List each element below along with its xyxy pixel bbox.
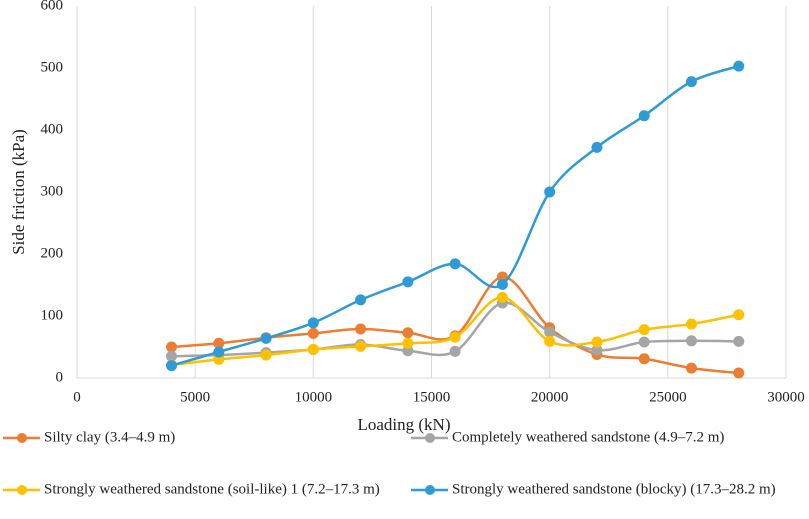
data-point <box>166 350 178 362</box>
data-point <box>449 331 461 343</box>
data-point <box>260 349 272 361</box>
data-point <box>260 332 272 344</box>
data-point <box>733 335 745 347</box>
data-point <box>166 360 178 372</box>
data-point <box>355 340 367 352</box>
data-point <box>591 344 603 356</box>
data-point <box>685 362 697 374</box>
data-point <box>213 346 225 358</box>
data-point <box>638 110 650 122</box>
data-point <box>449 258 461 270</box>
data-point <box>402 327 414 339</box>
data-point <box>733 60 745 72</box>
data-point <box>496 278 508 290</box>
data-point <box>685 318 697 330</box>
data-point <box>544 186 556 198</box>
y-tick-label: 300 <box>41 183 64 199</box>
x-tick-label: 15000 <box>413 389 451 405</box>
legend-label: Strongly weathered sandstone (blocky) (1… <box>452 481 776 497</box>
data-point <box>638 324 650 336</box>
x-axis-title: Loading (kN) <box>357 415 450 434</box>
x-tick-label: 30000 <box>767 389 805 405</box>
x-tick-label: 25000 <box>649 389 687 405</box>
data-point <box>591 141 603 153</box>
data-point <box>544 335 556 347</box>
legend-label: Silty clay (3.4–4.9 m) <box>44 429 175 445</box>
data-point <box>307 343 319 355</box>
data-point <box>355 323 367 335</box>
data-point <box>166 341 178 353</box>
series-line <box>171 275 739 375</box>
legend-label: Strongly weathered sandstone (soil-like)… <box>44 481 380 497</box>
data-point <box>638 353 650 365</box>
series-line <box>171 64 740 367</box>
y-tick-label: 400 <box>41 121 64 137</box>
y-tick-label: 600 <box>41 0 64 13</box>
legend-label: Completely weathered sandstone (4.9–7.2 … <box>452 429 724 445</box>
data-point <box>638 336 650 348</box>
y-tick-label: 200 <box>41 245 64 261</box>
y-axis-title: Side friction (kPa) <box>9 129 28 255</box>
data-point <box>402 337 414 349</box>
data-point <box>307 317 319 329</box>
x-tick-label: 0 <box>73 389 81 405</box>
data-point <box>213 337 225 349</box>
x-tick-label: 5000 <box>180 389 210 405</box>
x-tick-label: 20000 <box>531 389 569 405</box>
data-point <box>402 276 414 288</box>
data-point <box>733 367 745 379</box>
data-point <box>591 336 603 348</box>
legend-marker <box>425 485 435 495</box>
data-point <box>496 291 508 303</box>
legend-marker <box>17 433 27 443</box>
data-point <box>685 76 697 88</box>
y-tick-label: 500 <box>41 59 64 75</box>
x-tick-label: 10000 <box>295 389 333 405</box>
data-point <box>685 335 697 347</box>
data-point <box>355 294 367 306</box>
data-point <box>733 309 745 321</box>
legend-marker <box>425 433 435 443</box>
data-point <box>307 327 319 339</box>
legend-marker <box>17 485 27 495</box>
y-tick-label: 0 <box>56 369 64 385</box>
data-point <box>544 326 556 338</box>
data-point <box>449 345 461 357</box>
y-tick-label: 100 <box>41 307 64 323</box>
